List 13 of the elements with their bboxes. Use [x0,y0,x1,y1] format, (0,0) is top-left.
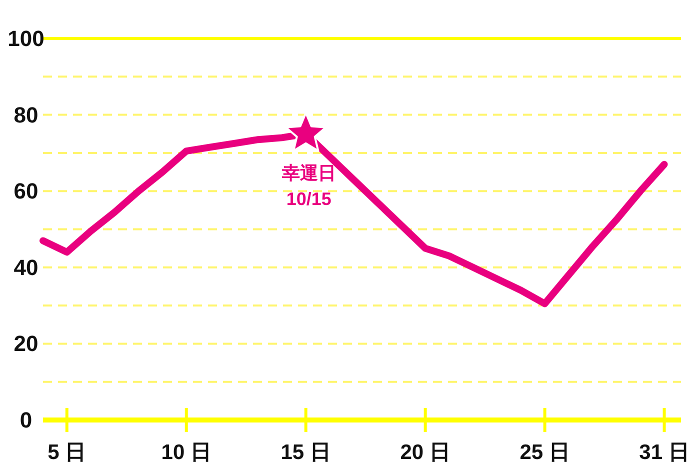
annotation: 幸運日 10/15 [282,162,336,209]
x-tick-label: 5 日 [48,441,86,464]
x-tick-label: 10 日 [161,441,212,464]
y-tick-label: 40 [14,254,38,280]
y-tick-label: 80 [14,102,38,128]
y-tick-label: 100 [8,26,44,51]
x-tick-label: 31 日 [639,441,690,464]
y-tick-label: 60 [14,178,38,204]
x-tick-label: 20 日 [400,441,450,464]
y-tick-label: 20 [14,331,38,356]
x-tick-label: 25 日 [520,441,570,464]
y-tick-label: 0 [20,408,32,432]
x-tick-label: 15 日 [280,441,331,464]
